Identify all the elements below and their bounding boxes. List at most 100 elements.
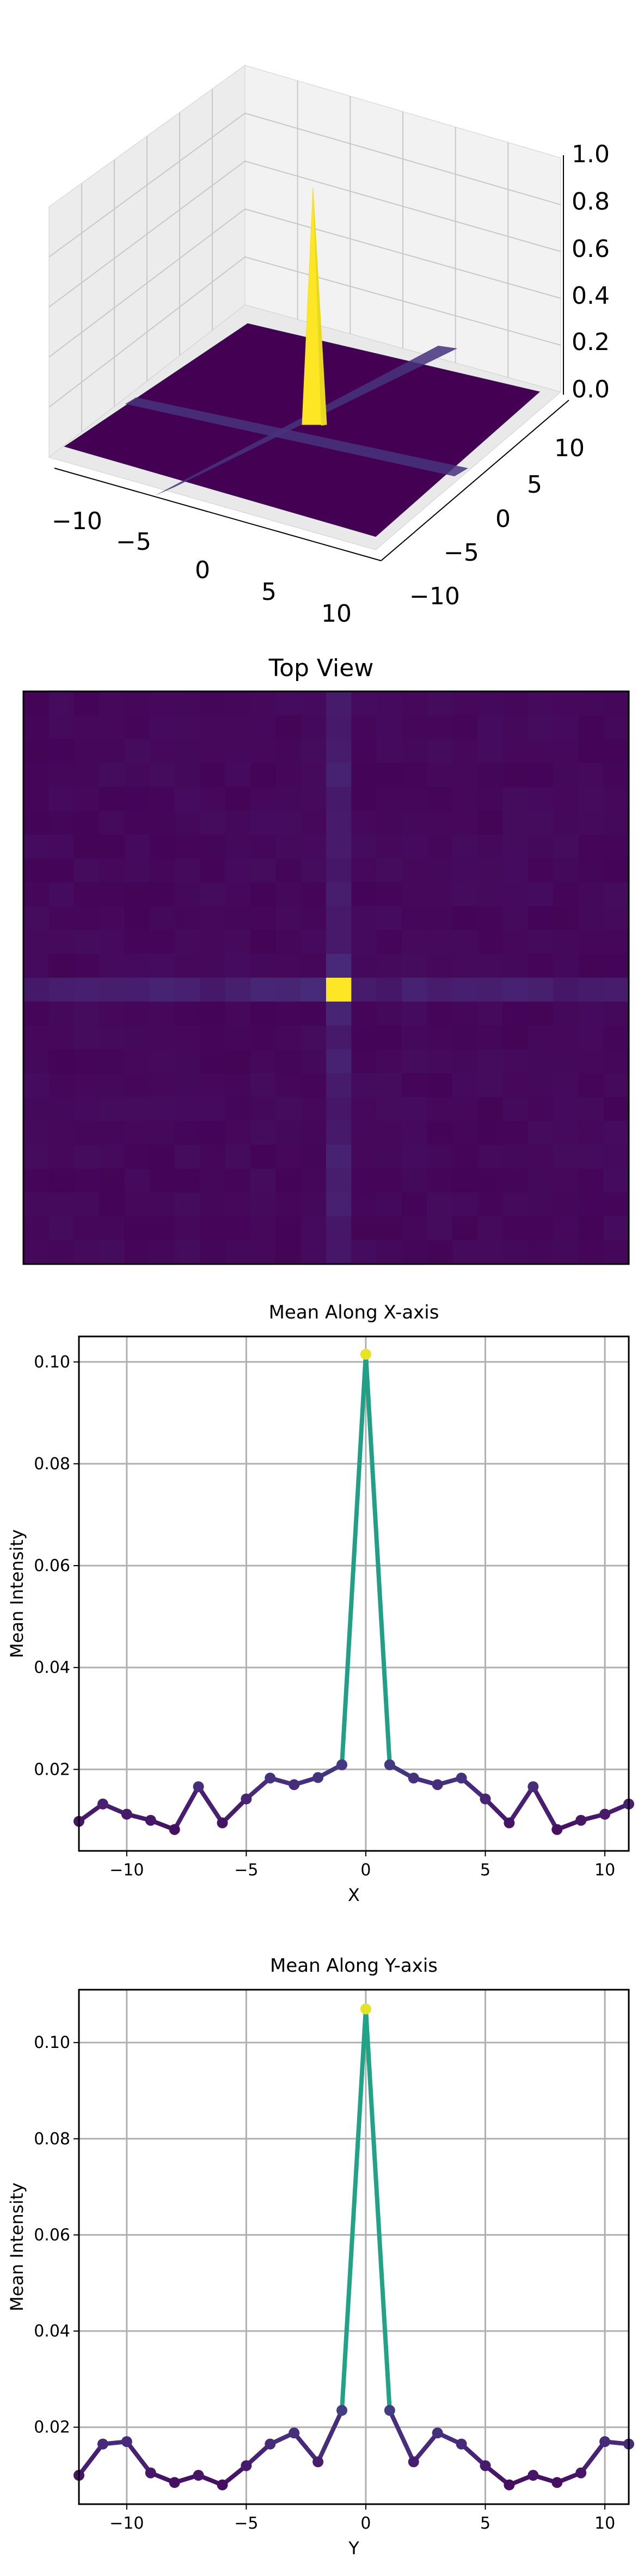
heatmap-cell [250,1073,276,1097]
heatmap-cell [402,1001,427,1026]
heatmap-cell [502,978,529,1002]
heatmap-cell [603,787,629,811]
data-point [408,1772,419,1784]
heatmap-cell [326,906,352,930]
heatmap-cell [326,691,352,716]
heatmap-cell [502,1001,529,1026]
line-segment [363,1352,392,1767]
heatmap-cell [452,906,478,930]
heatmap-cell [73,1097,100,1121]
data-point [265,1772,276,1784]
heatmap-cell [48,739,75,764]
heatmap-cells [23,691,629,1265]
heatmap-cell [200,835,226,859]
heatmap-cell [578,1097,604,1121]
z-tick-label: 0.0 [572,376,610,403]
heatmap-cell [528,858,554,883]
heatmap-cell [427,811,453,835]
heatmap-cell [528,1025,554,1050]
heatmap-cell [452,691,478,716]
line-segment [363,2007,392,2413]
heatmap-cell [23,954,49,978]
heatmap-cell [452,1121,478,1145]
heatmap-cell [452,1240,478,1265]
heatmap-cell [351,1025,377,1050]
heatmap-cell [603,811,629,835]
x-tick-label: 5 [480,2514,490,2533]
heatmap-cell [250,954,276,978]
heatmap-cell [250,811,276,835]
data-point [528,2470,539,2481]
heatmap-cell [528,906,554,930]
heatmap-cell [603,1144,629,1169]
heatmap-cell [502,1216,529,1241]
heatmap-cell [402,835,427,859]
heatmap-cell [149,1192,175,1217]
heatmap-cell [502,763,529,787]
heatmap-cell [124,763,150,787]
heatmap-cell [578,787,604,811]
heatmap-cell [149,1216,175,1241]
heatmap-cell [124,835,150,859]
heatmap-cell [578,1216,604,1241]
heatmap-cell [300,906,327,930]
heatmap-cell [275,1216,302,1241]
heatmap-cell [175,715,200,740]
heatmap-cell [452,739,478,764]
heatmap-cell [528,1073,554,1097]
heatmap-cell [200,1240,226,1265]
heatmap-cell [200,1025,226,1050]
heatmap-cell [528,1001,554,1026]
heatmap-cell [427,978,453,1002]
heatmap-cell [553,1025,579,1050]
heatmap-cell [578,858,604,883]
heatmap-cell [402,1073,427,1097]
heatmap-cell [376,739,402,764]
heatmap-cell [73,1216,100,1241]
heatmap-cell [48,882,75,907]
heatmap-cell [603,715,629,740]
data-point [480,2460,491,2471]
heatmap-cell [99,691,125,716]
heatmap-cell [351,1001,377,1026]
heatmap-cell [402,715,427,740]
heatmap-cell [73,1144,100,1169]
heatmap-cell [528,1192,554,1217]
line-segment [340,1352,368,1767]
heatmap-cell [23,1025,49,1050]
heatmap-cell [124,1144,150,1169]
x-tick-label: −10 [109,2514,144,2533]
line-segment [196,1784,225,1825]
heatmap-cell [250,858,276,883]
heatmap-cell [427,1001,453,1026]
heatmap-cell [528,1144,554,1169]
x-tick-label: 0 [195,556,210,584]
heatmap-cell [23,1168,49,1193]
heatmap-cell [149,787,175,811]
heatmap-cell [175,1121,200,1145]
heatmap-cell [402,954,427,978]
heatmap-cell [73,1192,100,1217]
heatmap-cell [376,930,402,954]
heatmap-cell [578,1001,604,1026]
heatmap-cell [553,835,579,859]
heatmap-cell [200,739,226,764]
heatmap-cell [200,882,226,907]
line-segment [579,2439,608,2475]
heatmap-cell [149,954,175,978]
heatmap-cell [351,1049,377,1074]
heatmap-cell [175,882,200,907]
heatmap-cell [200,811,226,835]
x-tick-label: 10 [594,1861,615,1880]
heatmap-cell [427,858,453,883]
heatmap-cell [149,739,175,764]
heatmap-cell [528,835,554,859]
heatmap-cell [275,858,302,883]
heatmap-cell [578,811,604,835]
y-tick-label: 10 [554,434,585,462]
heatmap-cell [351,1168,377,1193]
x-tick-label: 5 [261,578,277,606]
heatmap-cell [376,1049,402,1074]
heatmap-cell [528,978,554,1002]
data-point [575,2467,587,2479]
